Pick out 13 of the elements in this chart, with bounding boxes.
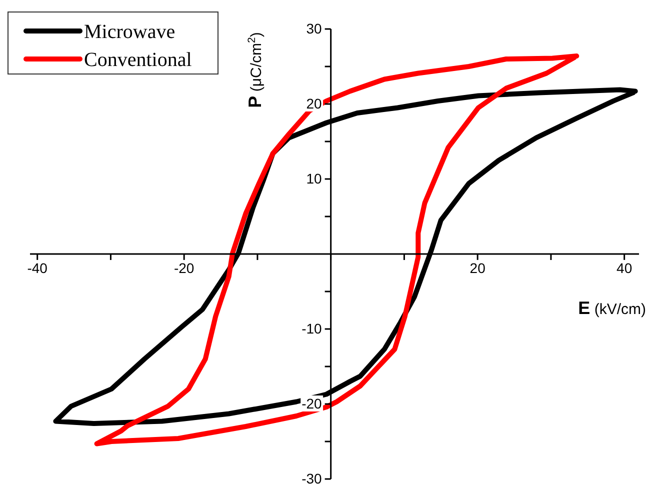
- y-tick-label: -10: [302, 320, 322, 336]
- y-tick-label: 20: [306, 95, 322, 112]
- y-tick-label: -20: [302, 395, 322, 412]
- legend-label: Microwave: [84, 21, 176, 43]
- legend-label: Conventional: [84, 49, 192, 71]
- x-tick-label: 20: [470, 260, 486, 276]
- x-tick-label: 40: [616, 260, 632, 276]
- y-tick-label: -30: [302, 470, 322, 484]
- y-tick-label: 10: [306, 170, 322, 186]
- y-tick-label: 30: [306, 20, 322, 36]
- x-axis-title: E (kV/cm): [578, 298, 646, 318]
- x-tick-label: -40: [27, 260, 48, 276]
- x-tick-label: -20: [174, 260, 194, 276]
